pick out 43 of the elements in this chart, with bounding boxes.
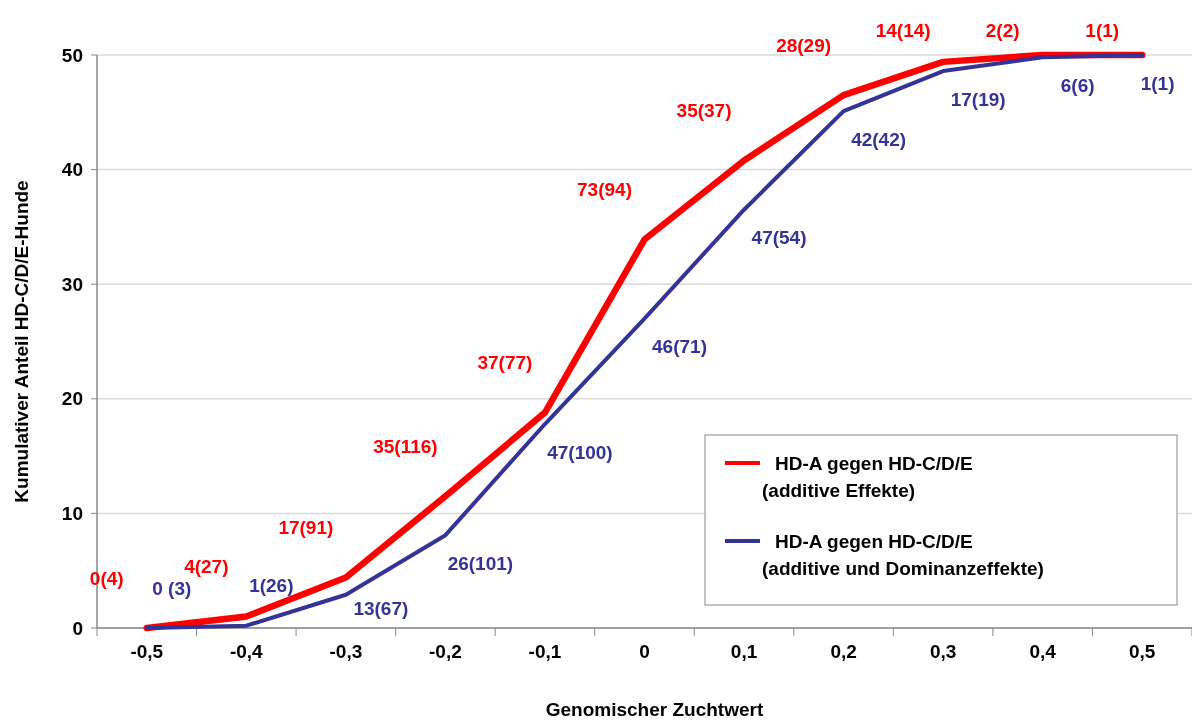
x-tick-label: 0,1 — [730, 641, 758, 662]
annotation: 28(29) — [776, 34, 832, 56]
x-tick-label: 0,4 — [1029, 641, 1057, 662]
legend-label: HD-A gegen HD-C/D/E (additive und Dominanzeffekte) — [762, 530, 1044, 579]
x-tick-label: -0,4 — [229, 641, 264, 662]
legend-label: HD-A gegen HD-C/D/E (additive Effekte) — [762, 452, 973, 501]
annotation: 35(116) — [373, 435, 438, 457]
annotation: 1(26) — [249, 575, 294, 597]
x-tick-label: 0,3 — [929, 641, 957, 662]
annotation: 35(37) — [676, 100, 732, 122]
annotation: 6(6) — [1060, 74, 1095, 96]
y-axis-title: Kumulativer Anteil HD-C/D/E-Hunde — [11, 180, 32, 503]
x-tick-label: -0,3 — [329, 641, 363, 662]
x-tick-label: 0 — [639, 641, 650, 662]
annotation: 37(77) — [477, 352, 533, 374]
x-tick-label: -0,1 — [528, 641, 562, 662]
annotation: 46(71) — [652, 336, 707, 358]
annotation: 14(14) — [875, 19, 931, 41]
annotation: 47(100) — [547, 441, 613, 463]
annotation: 0 (3) — [152, 577, 192, 599]
y-tick-label: 10 — [61, 503, 83, 525]
annotation: 1(1) — [1085, 19, 1120, 41]
annotation: 73(94) — [577, 179, 632, 201]
annotation: 17(19) — [950, 88, 1006, 110]
annotation: 17(91) — [278, 517, 334, 539]
annotation: 2(2) — [985, 19, 1020, 41]
annotation: 4(27) — [184, 556, 229, 578]
x-tick-label: 0,2 — [830, 641, 857, 662]
y-tick-label: 40 — [61, 159, 83, 181]
annotation: 42(42) — [851, 128, 907, 150]
y-tick-label: 30 — [61, 273, 83, 295]
annotation: 26(101) — [447, 552, 514, 574]
annotation: 13(67) — [353, 597, 409, 619]
x-tick-label: 0,5 — [1129, 641, 1156, 662]
annotation: 1(1) — [1140, 72, 1175, 94]
y-tick-label: 20 — [61, 388, 83, 410]
x-tick-label: -0,2 — [429, 641, 462, 662]
annotation: 47(54) — [751, 227, 807, 249]
y-tick-label: 0 — [72, 617, 83, 639]
x-axis-title: Genomischer Zuchtwert — [545, 699, 764, 720]
annotation: 0(4) — [89, 567, 124, 589]
y-tick-label: 50 — [61, 44, 83, 66]
x-tick-label: -0,5 — [130, 641, 164, 662]
